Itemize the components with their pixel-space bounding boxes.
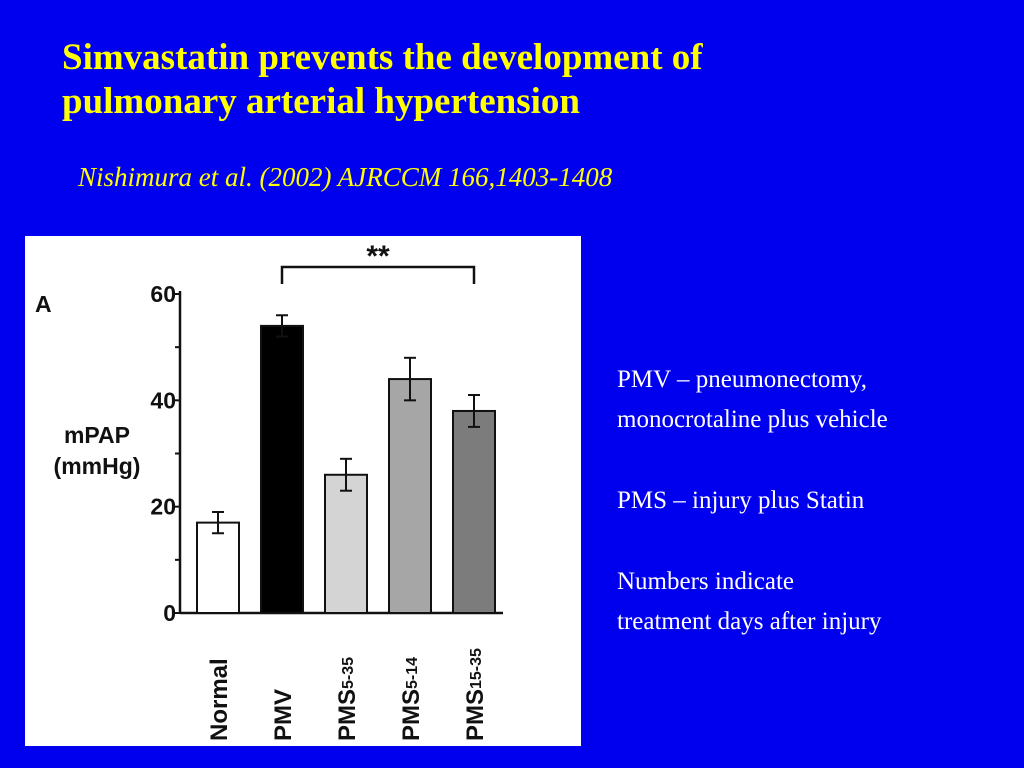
y-tick-label: 0 bbox=[163, 600, 176, 626]
bar-chart: A mPAP (mmHg) 0 20 40 60 Normal PMV PMS5-35 PMS… bbox=[35, 240, 503, 741]
slide-title: Simvastatin prevents the development of … bbox=[62, 36, 962, 124]
y-axis-label-line2: (mmHg) bbox=[54, 453, 141, 479]
x-tick-label: PMS15-35 bbox=[462, 648, 489, 741]
note-numbers: Numbers indicate treatment days after in… bbox=[617, 568, 882, 635]
note-pms: PMS – injury plus Statin bbox=[617, 487, 865, 514]
x-tick-label: Normal bbox=[206, 658, 233, 741]
panel-label: A bbox=[35, 291, 52, 317]
note-pmv: PMV – pneumonectomy, monocrotaline plus … bbox=[617, 366, 888, 433]
x-tick-label: PMV bbox=[270, 689, 297, 741]
bar bbox=[388, 378, 432, 614]
x-tick-label: PMS5-35 bbox=[334, 657, 361, 741]
y-tick-label: 40 bbox=[150, 387, 176, 413]
y-axis-label-line1: mPAP bbox=[64, 422, 130, 448]
x-tick-label: PMS5-14 bbox=[398, 657, 425, 741]
significance-bracket bbox=[280, 265, 476, 284]
bar bbox=[324, 473, 368, 614]
slide-title-line2: pulmonary arterial hypertension bbox=[62, 81, 580, 122]
significance-label: ** bbox=[366, 240, 390, 273]
figure-panel: A mPAP (mmHg) 0 20 40 60 Normal PMV PMS5-35 PMS… bbox=[25, 236, 581, 746]
plot-area: 0 20 40 60 Normal PMV PMS5-35 PMS5-14 PMS15-35 ** bbox=[150, 240, 503, 741]
slide-title-line1: Simvastatin prevents the development of bbox=[62, 37, 703, 78]
y-tick-label: 20 bbox=[150, 494, 176, 520]
bar bbox=[260, 324, 304, 615]
citation: Nishimura et al. (2002) AJRCCM 166,1403-… bbox=[78, 162, 613, 192]
bar bbox=[452, 409, 496, 614]
y-tick-label: 60 bbox=[150, 281, 176, 307]
bar bbox=[196, 521, 240, 614]
notes-panel: PMV – pneumonectomy, monocrotaline plus … bbox=[617, 360, 1017, 642]
